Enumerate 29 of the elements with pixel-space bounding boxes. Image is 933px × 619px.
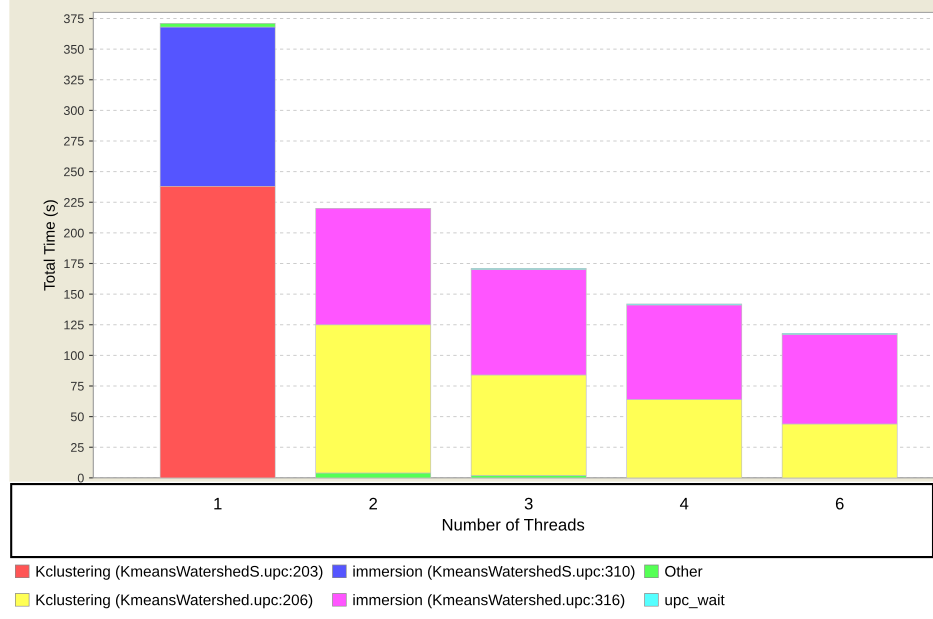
y-tick-label: 375 — [64, 14, 84, 24]
x-tick-label: 6 — [836, 498, 844, 510]
legend-label: Kclustering (KmeansWatershed.upc:206) — [36, 594, 312, 608]
y-tick-label: 75 — [71, 382, 84, 391]
y-tick-label: 350 — [64, 44, 84, 54]
y-tick-label: 250 — [64, 167, 84, 176]
y-tick-label: 0 — [78, 474, 84, 483]
y-tick-label: 100 — [64, 351, 84, 360]
y-tick-label: 225 — [64, 198, 84, 207]
y-tick-label: 150 — [64, 290, 84, 299]
y-tick-label: 50 — [70, 412, 84, 422]
legend-label: upc_wait — [665, 594, 725, 608]
legend-label: immersion (KmeansWatershedS.upc:310) — [353, 566, 634, 580]
x-tick-label: 4 — [680, 498, 688, 510]
y-tick-label: 325 — [64, 76, 84, 84]
x-axis-title: Number of Threads — [442, 518, 584, 531]
x-tick-label: 2 — [369, 498, 377, 510]
legend-label: immersion (KmeansWatershed.upc:316) — [353, 594, 624, 608]
y-tick-label: 200 — [64, 228, 84, 238]
y-tick-label: 275 — [64, 136, 84, 146]
legend-label: Other — [665, 566, 702, 577]
y-tick-label: 25 — [71, 443, 84, 452]
y-tick-label: 125 — [64, 320, 84, 330]
y-axis-title: Total Time (s) — [44, 200, 58, 291]
x-tick-label: 3 — [524, 498, 533, 510]
x-tick-label: 1 — [214, 498, 222, 510]
y-tick-label: 175 — [64, 259, 84, 268]
y-tick-label: 300 — [64, 106, 84, 116]
legend-label: Kclustering (KmeansWatershedS.upc:203) — [36, 566, 322, 580]
